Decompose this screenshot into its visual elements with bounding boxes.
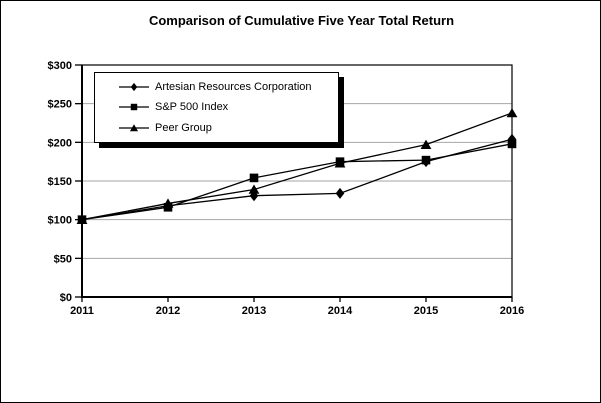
x-axis-tick-label: 2012: [156, 305, 180, 317]
x-axis-tick-label: 2013: [242, 305, 266, 317]
legend-box: Artesian Resources Corporation S&P 500 In…: [94, 72, 339, 143]
legend-label: Peer Group: [155, 121, 212, 134]
series-line-triangle: [81, 112, 513, 221]
y-axis-tick-label: $50: [54, 253, 72, 265]
y-axis-tick-label: $250: [48, 99, 72, 111]
diamond-marker-icon: [335, 187, 345, 199]
y-axis-tick-label: $200: [48, 137, 72, 149]
legend-label: S&P 500 Index: [155, 101, 229, 114]
chart-title: Comparison of Cumulative Five Year Total…: [148, 13, 455, 28]
y-axis-tick-label: $100: [48, 215, 72, 227]
legend-item: Artesian Resources Corporation: [119, 81, 334, 93]
legend-label: Artesian Resources Corporation: [155, 81, 312, 94]
triangle-marker-icon: [420, 139, 432, 149]
triangle-marker-icon: [334, 158, 346, 168]
series-line-square: [81, 143, 513, 221]
square-marker-icon: [421, 155, 431, 165]
x-axis-tick-label: 2014: [328, 305, 353, 317]
triangle-marker-icon: [129, 124, 139, 132]
square-marker-icon: [130, 104, 138, 111]
square-marker-icon: [507, 139, 517, 149]
y-axis-tick-label: $0: [60, 292, 72, 304]
square-marker-icon: [249, 173, 259, 183]
y-axis-tick-label: $150: [48, 176, 72, 188]
triangle-marker-icon: [248, 184, 260, 194]
x-axis-tick-label: 2015: [414, 305, 438, 317]
triangle-marker-icon: [119, 124, 149, 132]
triangle-marker-icon: [76, 214, 88, 224]
triangle-marker-icon: [506, 107, 518, 118]
square-marker-icon: [119, 104, 149, 111]
diamond-marker-icon: [130, 83, 138, 92]
legend-item: S&P 500 Index: [119, 101, 334, 113]
x-axis-tick-label: 2016: [500, 305, 524, 317]
diamond-marker-icon: [119, 83, 149, 92]
y-axis-tick-label: $300: [48, 60, 72, 72]
x-axis-tick-label: 2011: [70, 305, 94, 317]
triangle-marker-icon: [162, 198, 174, 208]
legend-item: Peer Group: [119, 122, 334, 134]
